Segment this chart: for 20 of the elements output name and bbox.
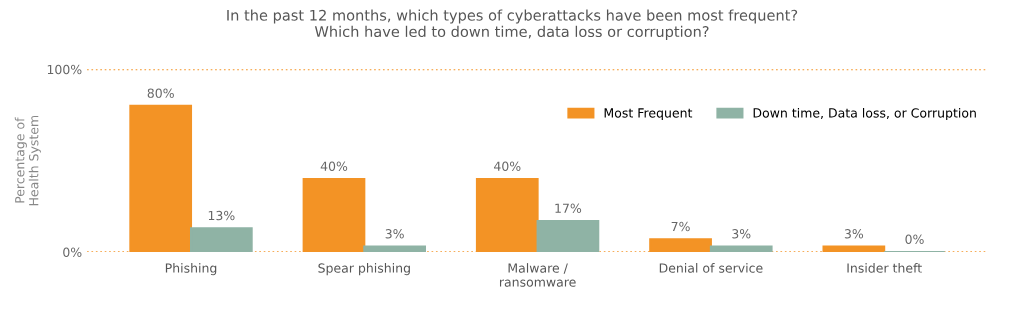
data-label: 80%	[147, 88, 174, 98]
x-tick-label: Malware / ransomware	[499, 263, 576, 287]
data-label: 7%	[671, 221, 690, 232]
x-tick-label: Denial of service	[659, 263, 763, 273]
data-label: 3%	[844, 229, 864, 239]
x-tick-label: Phishing	[165, 263, 217, 276]
x-tick-label: Spear phishing	[318, 263, 410, 276]
y-axis-title: Percentage of Health System	[14, 115, 41, 206]
data-label: 17%	[555, 203, 582, 213]
data-label: 3%	[385, 229, 404, 239]
data-label: 13%	[208, 210, 235, 221]
legend-label: Most Frequent	[604, 108, 693, 121]
data-label: 0%	[905, 234, 924, 245]
data-label: 40%	[320, 161, 348, 171]
legend-label: Down time, Data loss, or Corruption	[753, 107, 976, 121]
x-tick-label: Insider theft	[847, 263, 922, 273]
data-label: 3%	[732, 229, 751, 239]
data-label: 40%	[493, 161, 521, 171]
chart-title: In the past 12 months, which types of cyberattacks have been most frequent? Which have led to down time, data loss or corruption?	[227, 9, 798, 40]
y-tick-label: 100%	[47, 64, 82, 75]
